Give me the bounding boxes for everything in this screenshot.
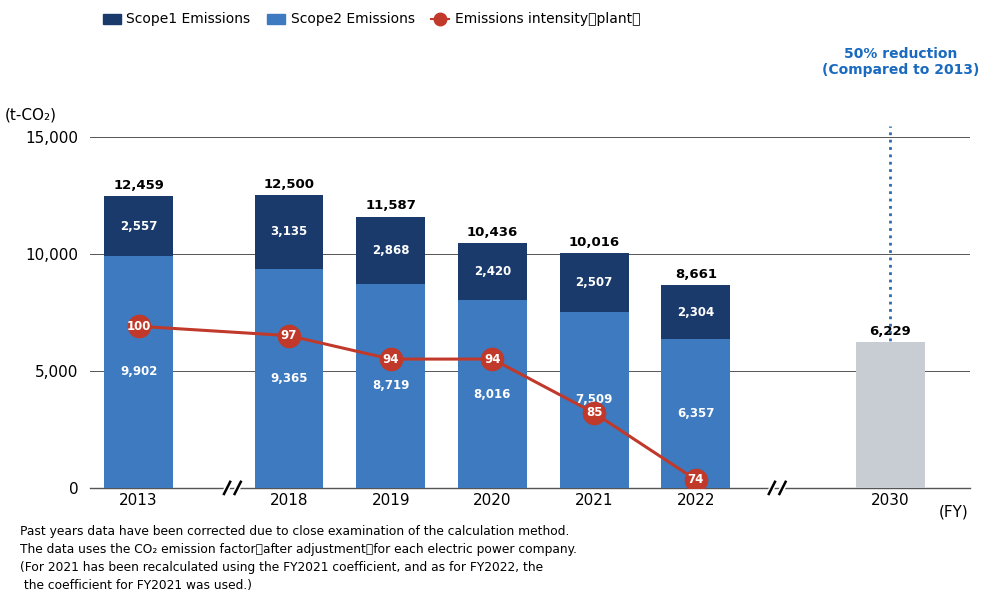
- Bar: [356, 284, 425, 488]
- Text: 50% reduction
(Compared to 2013): 50% reduction (Compared to 2013): [822, 47, 979, 77]
- Text: 100: 100: [126, 320, 151, 333]
- Bar: [560, 253, 629, 312]
- Legend: Scope1 Emissions, Scope2 Emissions, Emissions intensity（plant）: Scope1 Emissions, Scope2 Emissions, Emis…: [97, 7, 646, 32]
- Text: 8,719: 8,719: [372, 379, 409, 392]
- Bar: [560, 312, 629, 488]
- Text: 9,365: 9,365: [270, 372, 308, 385]
- Text: 85: 85: [586, 406, 602, 419]
- Text: 2,420: 2,420: [474, 265, 511, 278]
- Text: 6,357: 6,357: [677, 407, 715, 420]
- Text: 97: 97: [281, 329, 297, 342]
- Text: Past years data have been corrected due to close examination of the calculation : Past years data have been corrected due …: [20, 525, 577, 592]
- Bar: [661, 339, 730, 488]
- Text: 2,557: 2,557: [120, 220, 157, 233]
- Bar: [255, 195, 323, 268]
- Bar: [458, 243, 527, 300]
- Text: 12,500: 12,500: [263, 178, 314, 191]
- Text: 9,902: 9,902: [120, 365, 157, 378]
- Bar: [104, 256, 173, 488]
- Text: (t-CO₂): (t-CO₂): [5, 107, 57, 122]
- Bar: [458, 300, 527, 488]
- Text: 2,868: 2,868: [372, 243, 409, 256]
- Text: 2,507: 2,507: [575, 276, 613, 289]
- Text: 2,304: 2,304: [677, 305, 714, 318]
- Text: 7,509: 7,509: [575, 393, 613, 406]
- Bar: [856, 342, 925, 488]
- Bar: [356, 217, 425, 284]
- Text: (FY): (FY): [939, 505, 969, 519]
- Text: 94: 94: [484, 353, 501, 365]
- Text: 74: 74: [688, 473, 704, 486]
- Text: 10,436: 10,436: [467, 226, 518, 239]
- Text: 8,016: 8,016: [474, 387, 511, 400]
- Text: 6,229: 6,229: [870, 325, 911, 338]
- Text: 3,135: 3,135: [270, 226, 308, 239]
- Text: 94: 94: [382, 353, 399, 365]
- Bar: [104, 196, 173, 256]
- Text: 8,661: 8,661: [675, 268, 717, 281]
- Text: 11,587: 11,587: [365, 199, 416, 212]
- Bar: [661, 285, 730, 339]
- Bar: [255, 268, 323, 488]
- Text: 12,459: 12,459: [113, 179, 164, 192]
- Text: 10,016: 10,016: [569, 236, 620, 249]
